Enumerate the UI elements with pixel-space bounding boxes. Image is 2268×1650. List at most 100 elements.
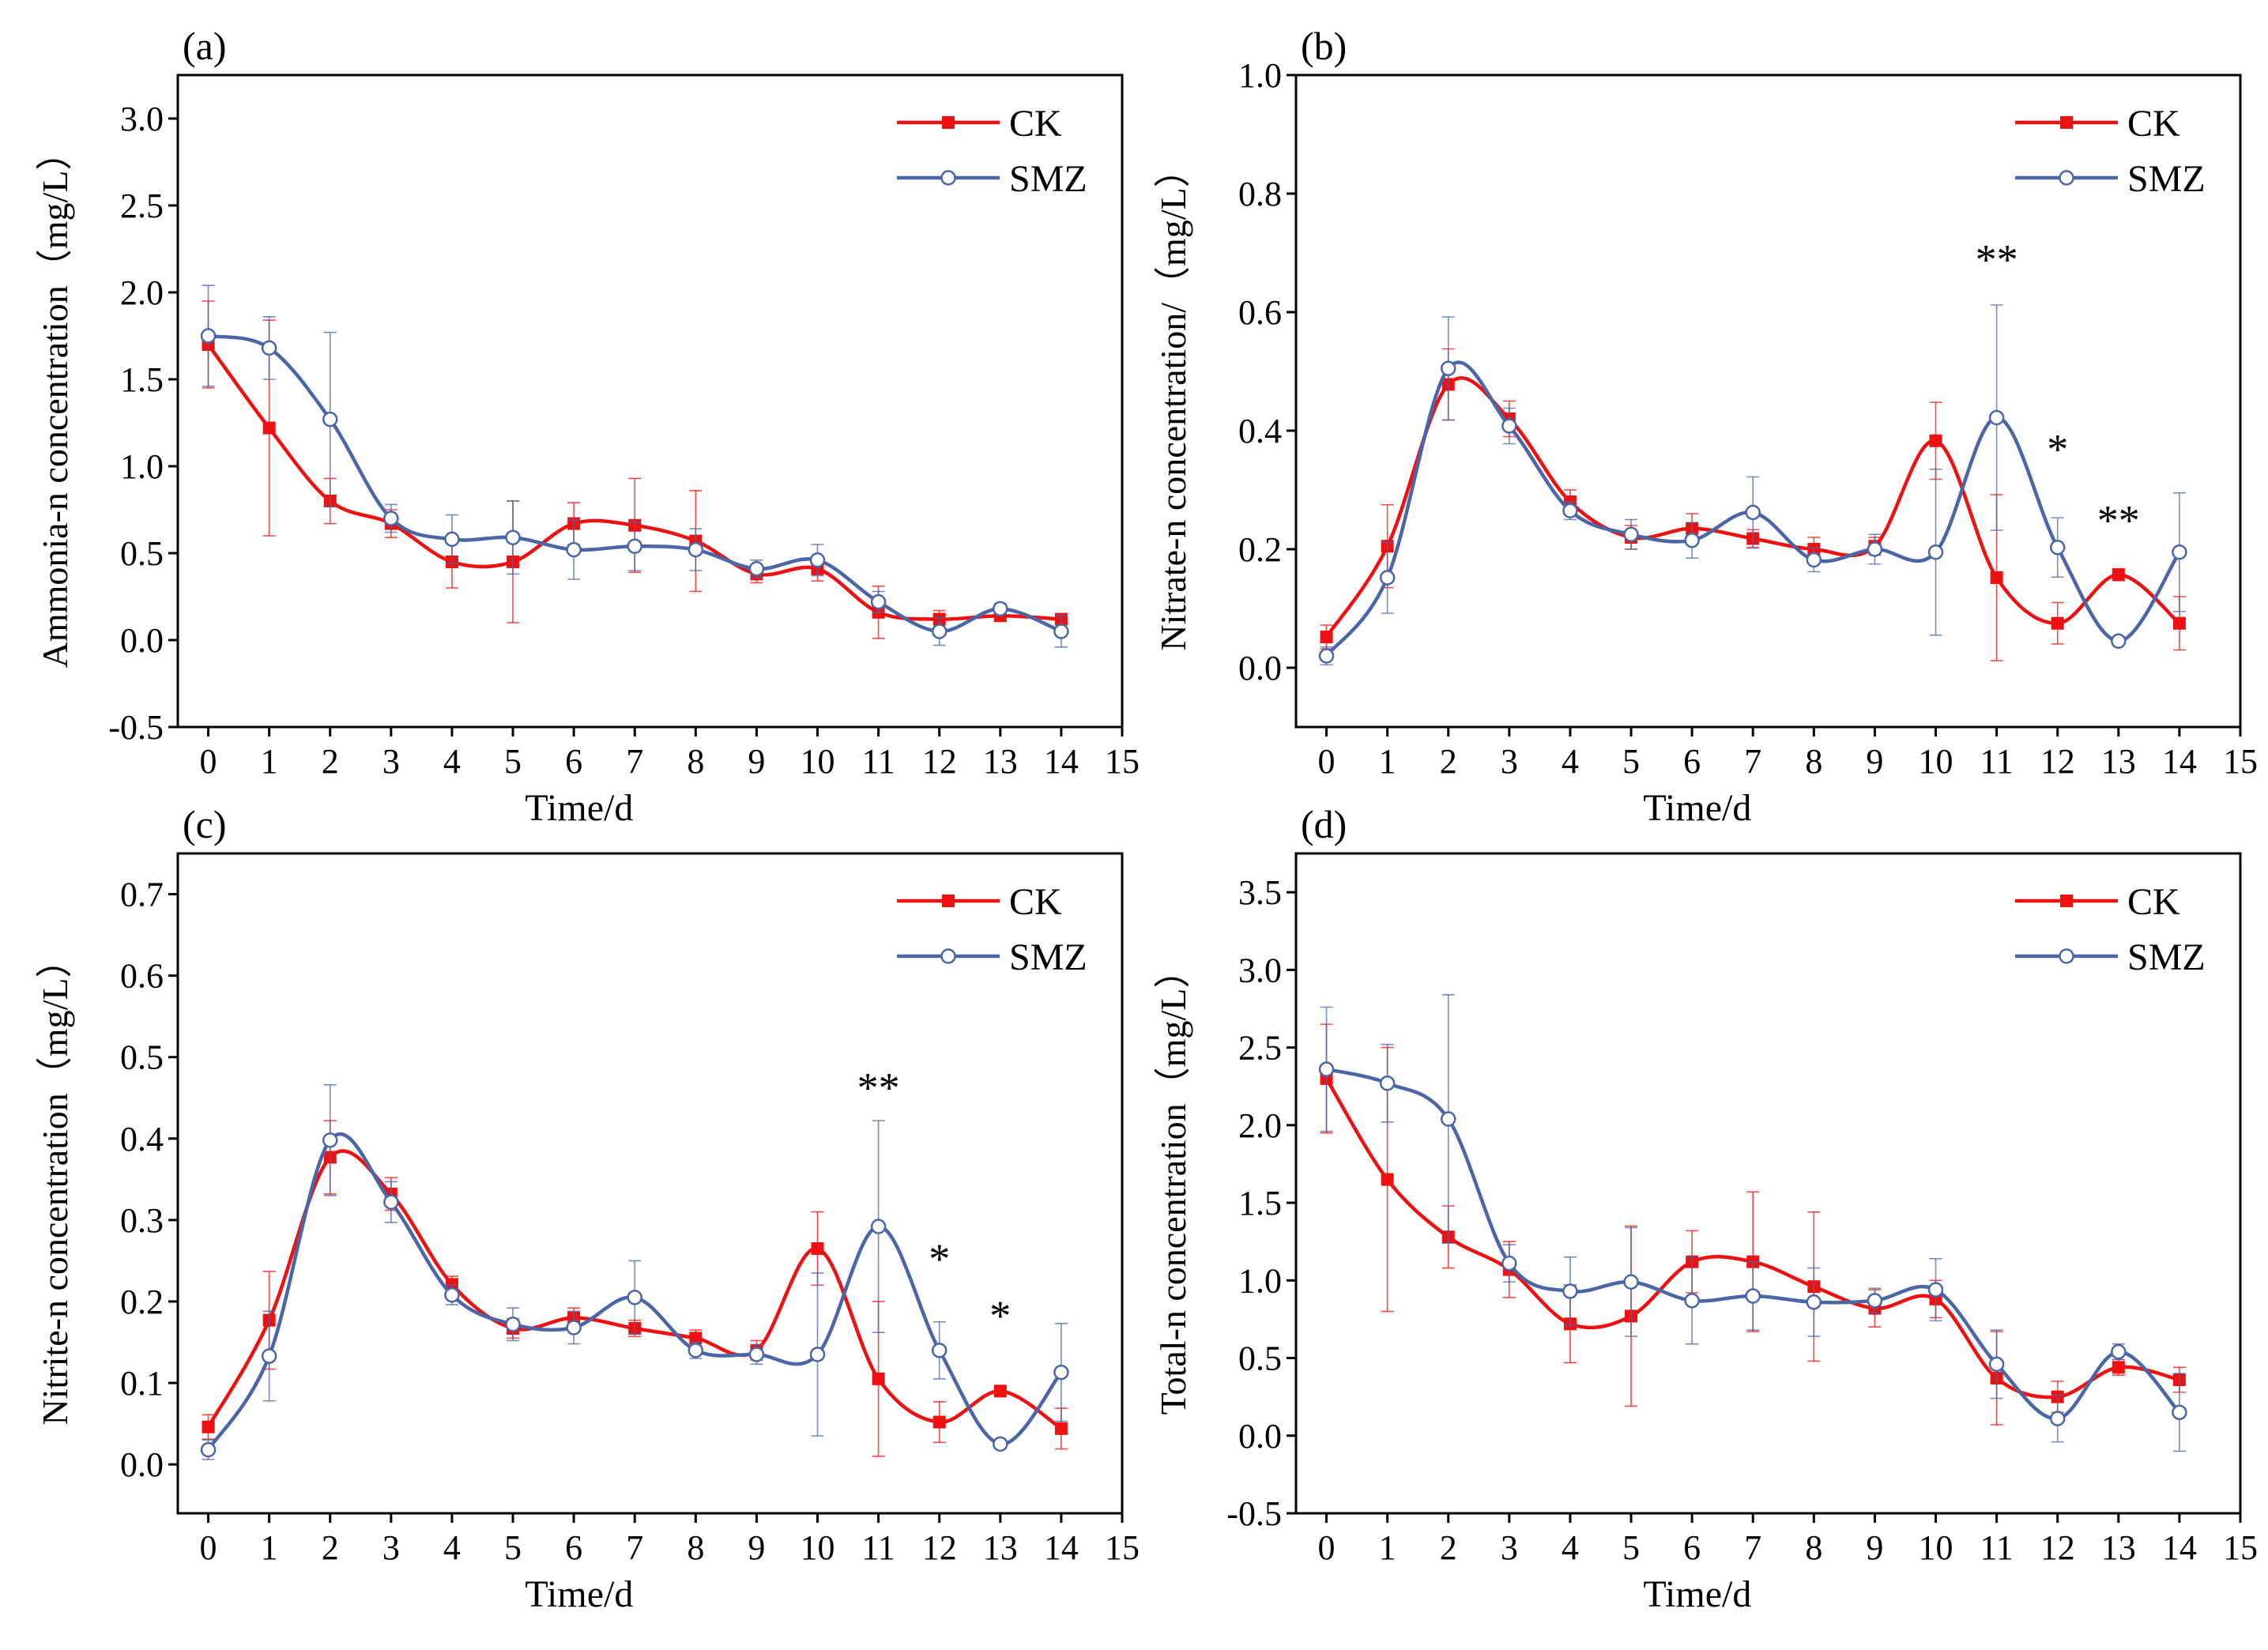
x-tick-label: 3: [382, 1528, 400, 1567]
data-point: [1054, 1422, 1068, 1435]
x-tick-label: 2: [1440, 742, 1457, 781]
series-smz: [1318, 304, 2187, 666]
x-tick-label: 0: [200, 1528, 217, 1567]
data-point: [870, 593, 887, 610]
legend: CK SMZ: [2015, 103, 2206, 200]
data-point: [261, 1348, 277, 1364]
legend-marker: [2060, 116, 2073, 129]
x-tick-label: 10: [801, 1528, 835, 1567]
data-point: [1684, 1293, 1700, 1309]
x-tick-label: 10: [801, 742, 835, 781]
data-point: [261, 340, 277, 356]
x-tick-label: 5: [1622, 742, 1640, 781]
legend-label: CK: [1009, 103, 1062, 145]
data-point: [748, 1347, 765, 1362]
series-ck: [1320, 1023, 2186, 1426]
data-point: [2051, 616, 2064, 630]
x-tick-label: 4: [443, 742, 461, 781]
x-axis-title: Time/d: [525, 787, 633, 829]
x-tick-label: 8: [1805, 1528, 1822, 1567]
legend-label: CK: [2127, 881, 2180, 923]
data-point: [1927, 544, 1944, 560]
x-tick-label: 15: [1105, 1528, 1140, 1567]
x-tick-label: 11: [1980, 1528, 2013, 1567]
x-tick-label: 11: [861, 742, 895, 781]
x-tick-label: 1: [1379, 1528, 1396, 1567]
data-point: [931, 623, 948, 639]
data-point: [993, 1384, 1007, 1398]
y-tick-label: 3.5: [1238, 873, 1282, 912]
data-point: [1320, 631, 1333, 643]
x-tick-label: 13: [983, 1528, 1018, 1567]
y-tick-label: 0.0: [1238, 1417, 1282, 1456]
x-tick-label: 14: [1044, 742, 1079, 781]
y-tick-label: 0.2: [1238, 530, 1282, 569]
y-tick-label: 0.1: [120, 1364, 164, 1403]
data-point: [2172, 1404, 2187, 1421]
x-tick-label: 10: [1919, 1528, 1953, 1567]
data-point: [1562, 1283, 1578, 1299]
x-tick-label: 14: [2162, 742, 2197, 781]
x-tick-label: 12: [2040, 742, 2075, 781]
y-axis-title: Nitrate-n concentration/（mg/L）: [1153, 151, 1193, 650]
x-tick-label: 0: [1318, 1528, 1336, 1567]
x-tick-label: 15: [2223, 742, 2258, 781]
legend-label: SMZ: [2127, 158, 2206, 200]
legend-label: SMZ: [2127, 936, 2206, 978]
data-point: [202, 1420, 215, 1433]
data-point: [200, 1441, 217, 1458]
data-point: [1623, 526, 1639, 542]
legend-marker: [942, 116, 955, 129]
y-tick-label: 1.5: [1238, 1184, 1282, 1222]
x-tick-label: 4: [1562, 1528, 1579, 1567]
data-point: [1501, 1255, 1517, 1271]
data-point: [932, 1415, 946, 1429]
plot-frame: [176, 73, 1124, 729]
x-tick-label: 2: [322, 742, 339, 781]
data-point: [2172, 544, 2187, 560]
panel-label: (c): [183, 802, 227, 846]
data-point: [444, 531, 460, 548]
x-tick-label: 3: [1501, 742, 1518, 781]
data-point: [1053, 623, 1069, 639]
data-point: [2111, 1343, 2127, 1360]
data-point: [505, 529, 521, 545]
data-point: [1379, 570, 1396, 586]
plot-frame: [1294, 852, 2242, 1515]
y-tick-label: 2.5: [120, 186, 164, 225]
x-axis-title: Time/d: [525, 1573, 633, 1615]
data-point: [322, 1132, 338, 1148]
data-point: [1318, 1061, 1335, 1077]
significance-mark: **: [2097, 496, 2140, 544]
x-tick-label: 2: [1440, 1528, 1457, 1567]
data-point: [1929, 434, 1942, 447]
data-point: [870, 1219, 887, 1234]
data-point: [1806, 1294, 1822, 1310]
data-point: [627, 538, 642, 554]
legend-marker: [2059, 170, 2074, 186]
x-tick-label: 1: [1379, 742, 1396, 781]
y-axis-title: Total-n concentration（mg/L）: [1153, 952, 1193, 1415]
x-tick-label: 4: [1562, 742, 1579, 781]
x-tick-label: 4: [443, 1528, 461, 1567]
x-tick-label: 11: [1980, 742, 2013, 781]
data-point: [1440, 360, 1456, 376]
data-point: [444, 1286, 460, 1303]
data-point: [1381, 1173, 1394, 1186]
y-tick-label: 0.6: [1238, 293, 1282, 332]
chart-panel-a: -0.50.00.51.01.52.02.53.00 1 2 3 4 5 6 7 8 9 10 11 1…: [35, 24, 1140, 829]
legend-marker: [940, 170, 956, 186]
data-point: [200, 328, 217, 344]
data-point: [748, 561, 765, 577]
data-point: [262, 421, 276, 435]
plot-frame: [1294, 73, 2242, 729]
series-smz: [1318, 993, 2187, 1452]
legend: CK SMZ: [2015, 881, 2206, 978]
x-tick-label: 8: [687, 1528, 704, 1567]
x-tick-label: 8: [687, 742, 704, 781]
x-tick-label: 11: [861, 1528, 895, 1567]
data-point: [1927, 1282, 1944, 1298]
chart-panel-b: 0.00.20.40.60.81.00 1 2 3 4 5 6 7 8 9 10 11 12 13 14 15…: [1153, 24, 2258, 829]
data-point: [1053, 1364, 1069, 1381]
